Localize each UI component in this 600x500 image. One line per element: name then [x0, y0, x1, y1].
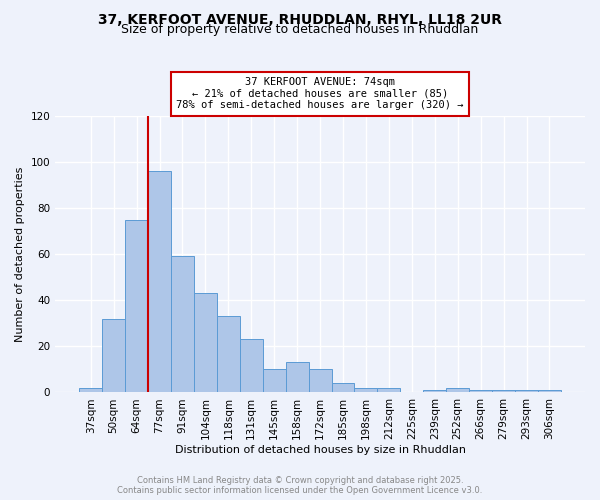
- Bar: [538, 390, 561, 392]
- Bar: [492, 390, 515, 392]
- Text: Contains HM Land Registry data © Crown copyright and database right 2025.
Contai: Contains HM Land Registry data © Crown c…: [118, 476, 482, 495]
- X-axis label: Distribution of detached houses by size in Rhuddlan: Distribution of detached houses by size …: [175, 445, 466, 455]
- Bar: [377, 388, 400, 392]
- Text: 37, KERFOOT AVENUE, RHUDDLAN, RHYL, LL18 2UR: 37, KERFOOT AVENUE, RHUDDLAN, RHYL, LL18…: [98, 12, 502, 26]
- Bar: [423, 390, 446, 392]
- Bar: [171, 256, 194, 392]
- Bar: [469, 390, 492, 392]
- Bar: [217, 316, 240, 392]
- Bar: [355, 388, 377, 392]
- Bar: [148, 171, 171, 392]
- Bar: [240, 340, 263, 392]
- Y-axis label: Number of detached properties: Number of detached properties: [15, 166, 25, 342]
- Bar: [332, 383, 355, 392]
- Bar: [102, 318, 125, 392]
- Bar: [308, 370, 332, 392]
- Bar: [125, 220, 148, 392]
- Bar: [79, 388, 102, 392]
- Text: 37 KERFOOT AVENUE: 74sqm
← 21% of detached houses are smaller (85)
78% of semi-d: 37 KERFOOT AVENUE: 74sqm ← 21% of detach…: [176, 77, 464, 110]
- Bar: [286, 362, 308, 392]
- Text: Size of property relative to detached houses in Rhuddlan: Size of property relative to detached ho…: [121, 22, 479, 36]
- Bar: [446, 388, 469, 392]
- Bar: [194, 294, 217, 392]
- Bar: [515, 390, 538, 392]
- Bar: [263, 370, 286, 392]
